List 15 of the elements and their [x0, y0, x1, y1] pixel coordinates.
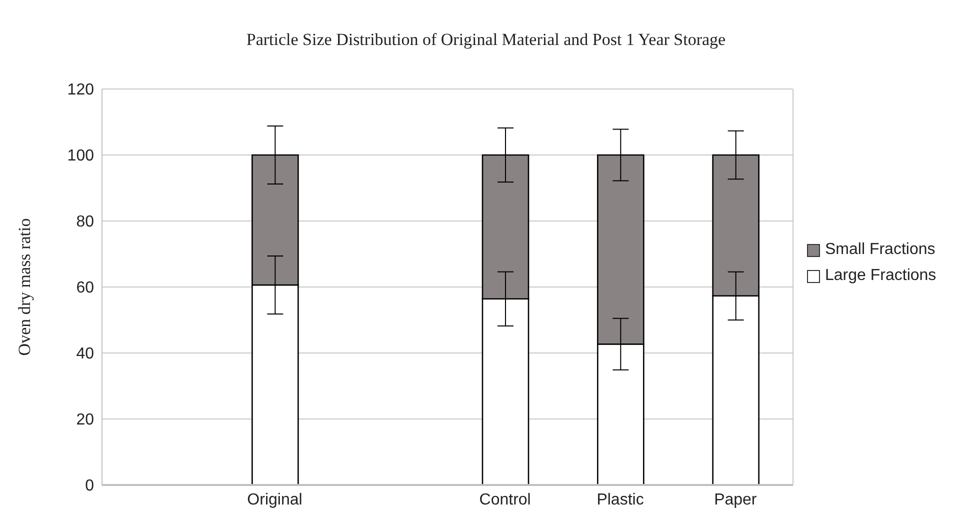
x-tick-label: Paper — [714, 491, 758, 508]
x-tick-label: Plastic — [596, 491, 644, 508]
y-tick-label: 20 — [76, 412, 94, 429]
y-tick-label: 80 — [76, 214, 94, 231]
y-tick-label: 100 — [67, 148, 94, 165]
y-axis-title: Oven dry mass ratio — [15, 218, 34, 356]
x-tick-label: Control — [479, 491, 531, 508]
y-tick-label: 60 — [76, 280, 94, 297]
legend-label: Small Fractions — [825, 241, 936, 259]
text: Large Fractions — [825, 267, 936, 285]
chart-title: Particle Size Distribution of Original Material and Post 1 Year Storage — [245, 30, 727, 50]
x-tick-label: Original — [247, 491, 302, 508]
y-tick-label: 0 — [85, 478, 94, 495]
y-tick-label: 40 — [76, 346, 94, 363]
y-tick-label: 120 — [67, 82, 94, 99]
